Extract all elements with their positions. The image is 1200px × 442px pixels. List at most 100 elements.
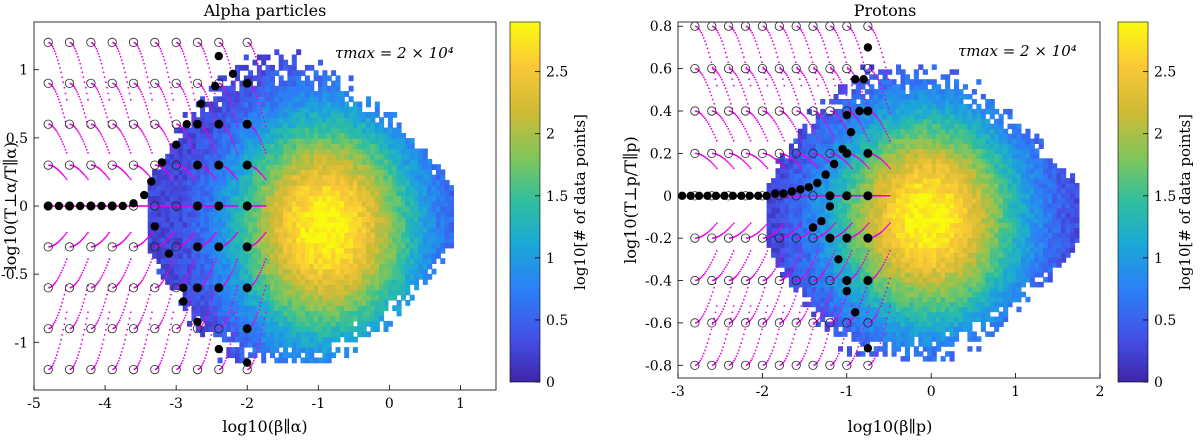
density-cell xyxy=(226,122,232,129)
density-cell xyxy=(217,232,223,238)
density-cell xyxy=(304,247,310,254)
density-cell xyxy=(256,211,262,217)
density-cell xyxy=(274,242,280,249)
trajectory-point xyxy=(235,177,238,179)
density-cell xyxy=(160,200,166,207)
density-cell xyxy=(239,253,245,259)
density-cell xyxy=(208,206,214,212)
trajectory-point xyxy=(97,52,100,55)
density-cell xyxy=(313,289,319,296)
density-cell xyxy=(165,153,171,160)
density-cell xyxy=(235,232,240,238)
density-cell xyxy=(339,185,345,191)
density-cell xyxy=(418,273,424,280)
density-cell xyxy=(291,122,297,129)
trajectory-point xyxy=(102,305,105,308)
density-cell xyxy=(274,153,280,160)
trajectory-point xyxy=(121,276,124,278)
density-cell xyxy=(191,294,197,301)
density-cell xyxy=(208,174,214,181)
density-cell xyxy=(370,305,376,312)
density-cell xyxy=(182,195,188,202)
alpha-y-ticks: 10.50-0.5-1 xyxy=(1,63,39,351)
density-cell xyxy=(392,112,398,118)
density-cell xyxy=(339,132,345,139)
density-cell xyxy=(178,273,184,280)
density-cell xyxy=(326,179,332,186)
density-cell xyxy=(366,253,371,259)
density-cell xyxy=(387,211,393,217)
density-cell xyxy=(213,258,219,264)
trajectory-point xyxy=(190,298,193,300)
density-cell xyxy=(309,122,315,129)
density-cell xyxy=(287,242,293,249)
density-cell xyxy=(270,253,275,259)
trajectory-point xyxy=(209,338,212,341)
density-cell xyxy=(322,352,328,359)
trajectory-point xyxy=(255,59,258,61)
density-cell xyxy=(431,211,437,217)
trajectory-point xyxy=(192,92,195,95)
trajectory-point xyxy=(258,308,260,311)
density-cell xyxy=(261,310,267,317)
density-cell xyxy=(274,320,280,327)
trajectory-point xyxy=(186,170,189,173)
density-cell xyxy=(195,174,201,181)
density-cell xyxy=(422,164,428,170)
density-cell xyxy=(204,132,210,139)
density-cell xyxy=(239,263,245,270)
density-cell xyxy=(187,185,192,191)
density-cell xyxy=(361,169,367,176)
trajectory-point xyxy=(234,116,236,119)
density-cell xyxy=(287,75,293,82)
density-cell xyxy=(304,242,310,249)
density-cell xyxy=(156,206,162,212)
trajectory-point xyxy=(57,311,60,314)
density-cell xyxy=(313,305,319,312)
density-cell xyxy=(296,96,302,103)
density-cell xyxy=(278,331,284,338)
trajectory-point xyxy=(182,357,185,360)
density-cell xyxy=(357,132,363,139)
density-cell xyxy=(213,117,219,123)
trajectory-point xyxy=(143,98,146,101)
density-cell xyxy=(357,101,363,108)
density-cell xyxy=(435,221,441,228)
density-cell xyxy=(261,258,267,264)
density-cell xyxy=(387,273,393,280)
trajectory-point xyxy=(207,134,210,136)
density-cell xyxy=(230,273,236,280)
density-cell xyxy=(793,197,799,204)
density-cell xyxy=(283,226,289,233)
trajectory-point xyxy=(126,267,129,269)
density-cell xyxy=(361,216,367,223)
trajectory-point xyxy=(105,267,107,269)
trajectory-point xyxy=(85,177,88,179)
density-cell xyxy=(318,263,323,270)
density-cell xyxy=(771,217,777,224)
trajectory-point xyxy=(144,274,147,276)
density-cell xyxy=(366,263,371,270)
density-cell xyxy=(352,268,358,275)
density-cell xyxy=(278,174,284,181)
density-cell xyxy=(366,112,371,118)
density-cell xyxy=(265,169,271,176)
density-cell xyxy=(427,211,433,217)
density-cell xyxy=(230,195,236,202)
density-cell xyxy=(374,289,380,296)
density-cell xyxy=(248,300,254,306)
density-cell xyxy=(806,197,812,204)
density-cell xyxy=(283,190,289,197)
trajectory-point xyxy=(79,311,82,314)
density-cell xyxy=(274,85,280,92)
density-cell xyxy=(221,185,227,191)
density-cell xyxy=(195,268,201,275)
density-cell xyxy=(374,211,380,217)
density-cell xyxy=(235,237,240,244)
density-cell xyxy=(152,206,158,212)
density-cell xyxy=(235,221,240,228)
density-cell xyxy=(274,347,280,353)
density-cell xyxy=(287,232,293,238)
trajectory-point xyxy=(124,238,126,241)
trajectory-point xyxy=(230,305,233,308)
